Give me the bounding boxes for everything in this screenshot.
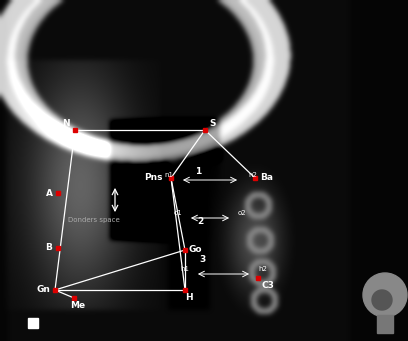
Text: 1: 1 (195, 167, 201, 177)
Text: S: S (210, 119, 216, 129)
Text: H: H (185, 294, 193, 302)
Text: Me: Me (71, 300, 86, 310)
Text: Donders space: Donders space (68, 217, 120, 223)
Text: h1: h1 (180, 266, 189, 272)
Text: 3: 3 (200, 255, 206, 265)
Text: Ba: Ba (260, 174, 273, 182)
Text: o1: o1 (173, 210, 182, 216)
Text: B: B (46, 243, 53, 252)
Text: Pns: Pns (144, 174, 162, 182)
Text: o2: o2 (238, 210, 246, 216)
Circle shape (363, 273, 407, 317)
Text: n1: n1 (164, 172, 173, 178)
Text: h2: h2 (258, 266, 267, 272)
Bar (377, 315, 393, 333)
Text: A: A (46, 189, 53, 197)
Text: Go: Go (188, 246, 202, 254)
Bar (28, 318, 38, 328)
Text: N: N (62, 119, 70, 129)
Text: Gn: Gn (36, 285, 50, 295)
Text: C3: C3 (262, 282, 275, 291)
Text: n2: n2 (248, 172, 257, 178)
Circle shape (372, 290, 392, 310)
Text: 2: 2 (197, 218, 203, 226)
